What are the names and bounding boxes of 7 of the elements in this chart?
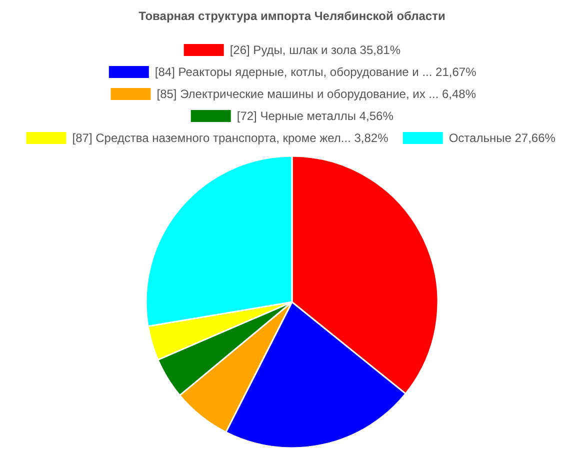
chart-title: Товарная структура импорта Челябинской области [138, 9, 446, 23]
legend-label: Остальные 27,66% [448, 131, 556, 145]
legend-label: [85] Электрические машины и оборудование, их ... 6,48% [156, 87, 476, 101]
legend-label: [84] Реакторы ядерные, котлы, оборудование и ... 21,67% [154, 65, 477, 79]
legend-label: [26] Руды, шлак и зола 35,81% [230, 43, 401, 57]
legend-label: [72] Черные металлы 4,56% [236, 109, 394, 123]
legend-label: [87] Средства наземного транспорта, кроме жел... 3,82% [72, 131, 389, 145]
